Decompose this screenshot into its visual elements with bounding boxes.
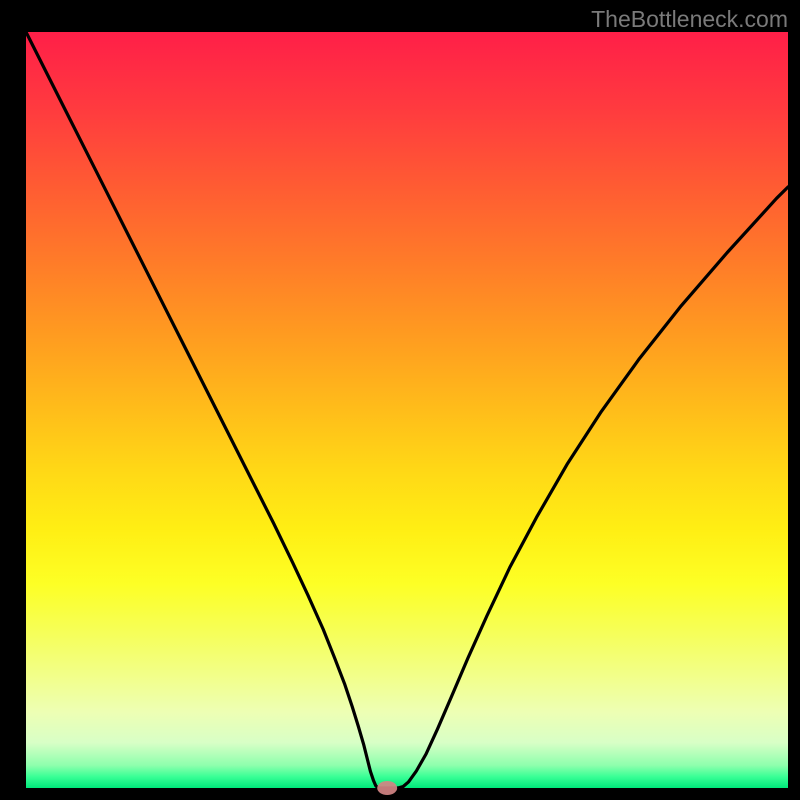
- chart-container: TheBottleneck.com: [0, 0, 800, 800]
- optimal-point-marker: [377, 781, 397, 795]
- chart-gradient-bg: [26, 32, 788, 788]
- watermark-text: TheBottleneck.com: [591, 6, 788, 33]
- bottleneck-chart: [0, 0, 800, 800]
